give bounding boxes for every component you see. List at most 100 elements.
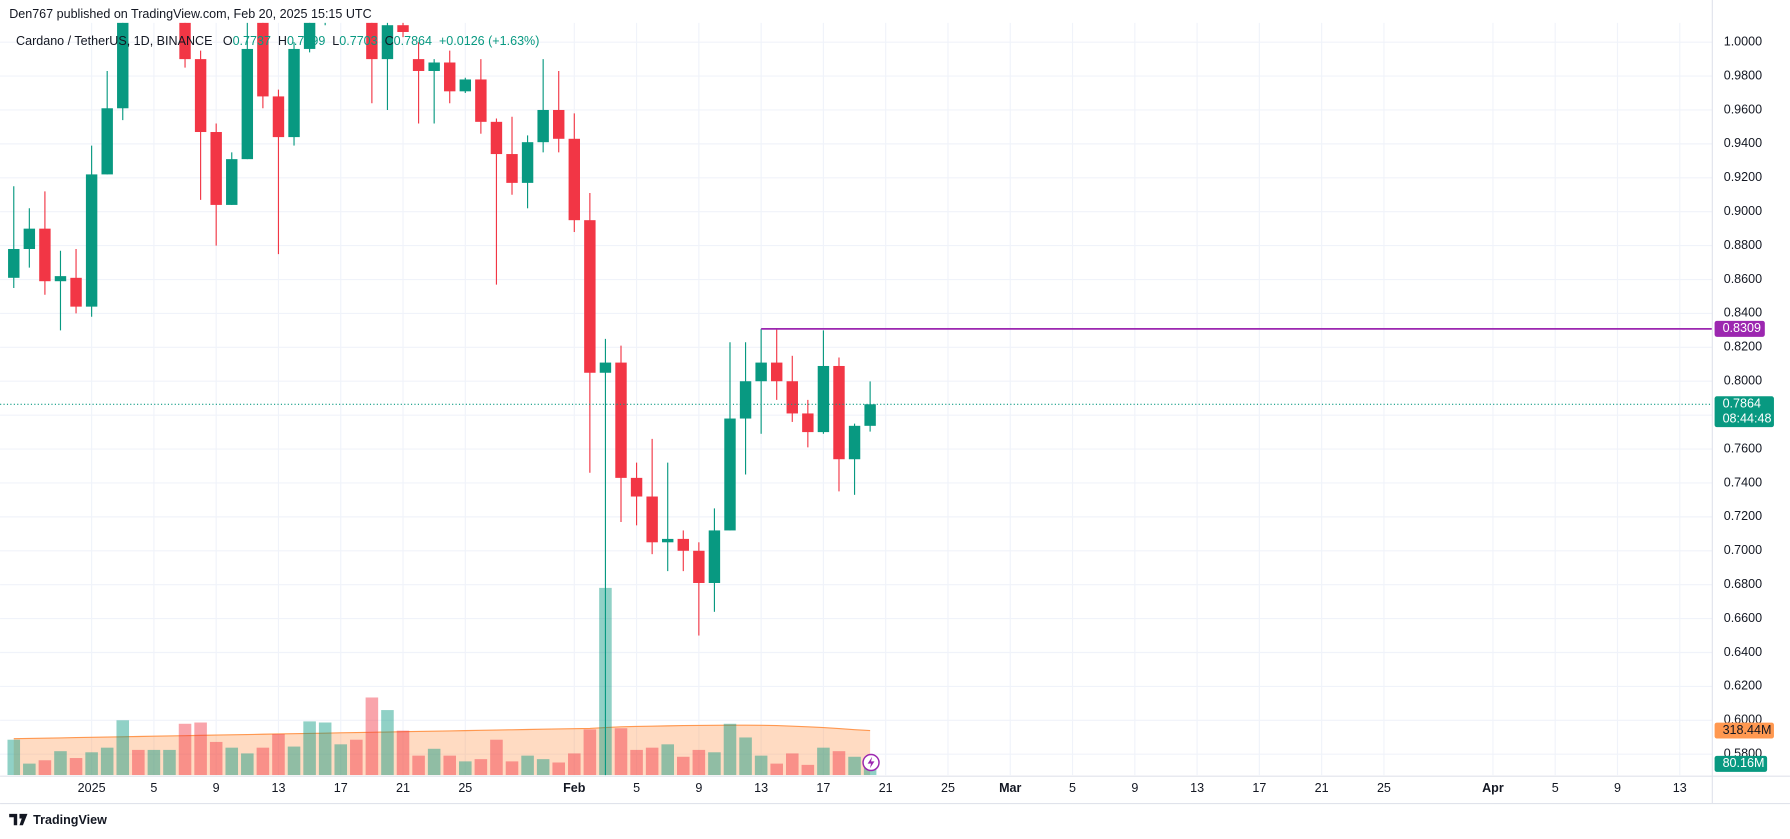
volume-bar	[241, 753, 254, 776]
candle-body	[848, 425, 861, 460]
footer-brand: TradingView	[33, 813, 107, 827]
volume-bar	[832, 751, 846, 776]
candle-body	[210, 132, 222, 205]
x-tick-label: 9	[1131, 781, 1138, 795]
volume-bar	[817, 747, 830, 776]
volume-bar	[7, 739, 21, 776]
last-price-box	[1714, 396, 1774, 428]
candle-body	[226, 159, 238, 205]
x-tick-label: 13	[271, 781, 285, 795]
y-tick-label: 1.0000	[1724, 34, 1762, 48]
candle-body	[23, 228, 36, 249]
x-tick-label: 13	[1673, 781, 1687, 795]
candle-body	[85, 174, 98, 307]
volume-bar	[723, 723, 737, 776]
candle-body	[101, 108, 113, 175]
volume-bar	[163, 749, 176, 776]
volume-bar	[568, 753, 581, 776]
volume-bar	[365, 697, 379, 776]
candle-body	[444, 62, 456, 92]
volume-bar	[256, 747, 270, 776]
y-tick-label: 0.9400	[1724, 136, 1762, 150]
candle-body	[257, 22, 269, 97]
x-tick-label: 9	[695, 781, 702, 795]
candle-body	[833, 365, 845, 460]
candle-body	[615, 362, 627, 478]
candle-body	[662, 538, 674, 543]
y-tick-label: 0.8000	[1724, 374, 1762, 388]
y-tick-label: 0.6200	[1724, 679, 1762, 693]
candle-body	[708, 530, 721, 583]
x-tick-label: Mar	[999, 781, 1021, 795]
y-tick-label: 0.7000	[1724, 543, 1762, 557]
volume-bar	[677, 756, 690, 776]
volume-bar	[272, 733, 285, 776]
level-label: 0.8309	[1723, 321, 1761, 335]
candle-body	[8, 248, 20, 278]
volume-bar	[100, 747, 114, 776]
candle-body	[646, 496, 658, 543]
candle-body	[693, 550, 705, 583]
legend-label: C	[385, 35, 394, 49]
volume-bar	[412, 755, 425, 776]
candle-body	[677, 538, 689, 551]
candle-body	[381, 25, 394, 60]
level-label-box	[1714, 320, 1765, 337]
x-tick-label: 13	[754, 781, 768, 795]
candle-body	[194, 59, 207, 133]
candle-body	[584, 220, 596, 373]
legend-value: 0.7737	[233, 35, 271, 49]
volume-bar	[692, 749, 706, 776]
volume-bar	[754, 755, 768, 776]
volume-bar	[194, 722, 207, 776]
candle-body	[599, 362, 612, 373]
candle-body	[397, 25, 409, 32]
candle-body	[117, 22, 129, 109]
candle-body	[521, 142, 534, 183]
volume-bar	[38, 760, 52, 776]
candle-body	[288, 48, 300, 138]
x-tick-label: 13	[1190, 781, 1204, 795]
volume-ma-area	[13, 725, 871, 776]
y-tick-label: 0.8200	[1724, 340, 1762, 354]
x-tick-label: 17	[816, 781, 830, 795]
y-tick-label: 0.8400	[1724, 306, 1762, 320]
x-tick-label: 25	[1377, 781, 1391, 795]
x-tick-label: 5	[1552, 781, 1559, 795]
volume-bar	[147, 749, 161, 776]
volume-bar	[521, 755, 534, 776]
volume-bar	[427, 748, 441, 776]
volume-bar	[318, 722, 332, 776]
y-tick-label: 0.9000	[1724, 204, 1762, 218]
volume-bar	[23, 763, 36, 776]
grid	[0, 22, 1713, 776]
volume-bar	[552, 762, 566, 776]
candle-body	[506, 154, 518, 183]
volume-bar	[334, 744, 348, 776]
x-tick-label: Feb	[563, 781, 586, 795]
legend-label: O	[223, 35, 233, 49]
candle-body	[412, 59, 425, 71]
x-tick-label: 9	[213, 781, 220, 795]
volume-bar	[225, 747, 239, 776]
volume-bar	[287, 746, 301, 776]
candle-body	[179, 22, 191, 60]
candle-body	[864, 404, 876, 426]
volume-ma-box	[1714, 722, 1774, 739]
x-tick-label: 21	[879, 781, 893, 795]
candle-body	[272, 96, 285, 138]
y-tick-label: 0.7200	[1724, 509, 1762, 523]
y-tick-label: 0.8600	[1724, 272, 1762, 286]
candle-body	[568, 138, 580, 221]
volume-bar	[614, 728, 628, 776]
candle-body	[303, 22, 316, 49]
lightning-icon	[862, 753, 880, 772]
candle-body	[70, 277, 82, 307]
candle-body	[428, 62, 440, 71]
candle-body	[630, 477, 643, 497]
candle-body	[459, 79, 472, 92]
volume-bar	[661, 744, 674, 776]
volume-bar	[645, 747, 659, 776]
y-tick-label: 0.6600	[1724, 611, 1762, 625]
